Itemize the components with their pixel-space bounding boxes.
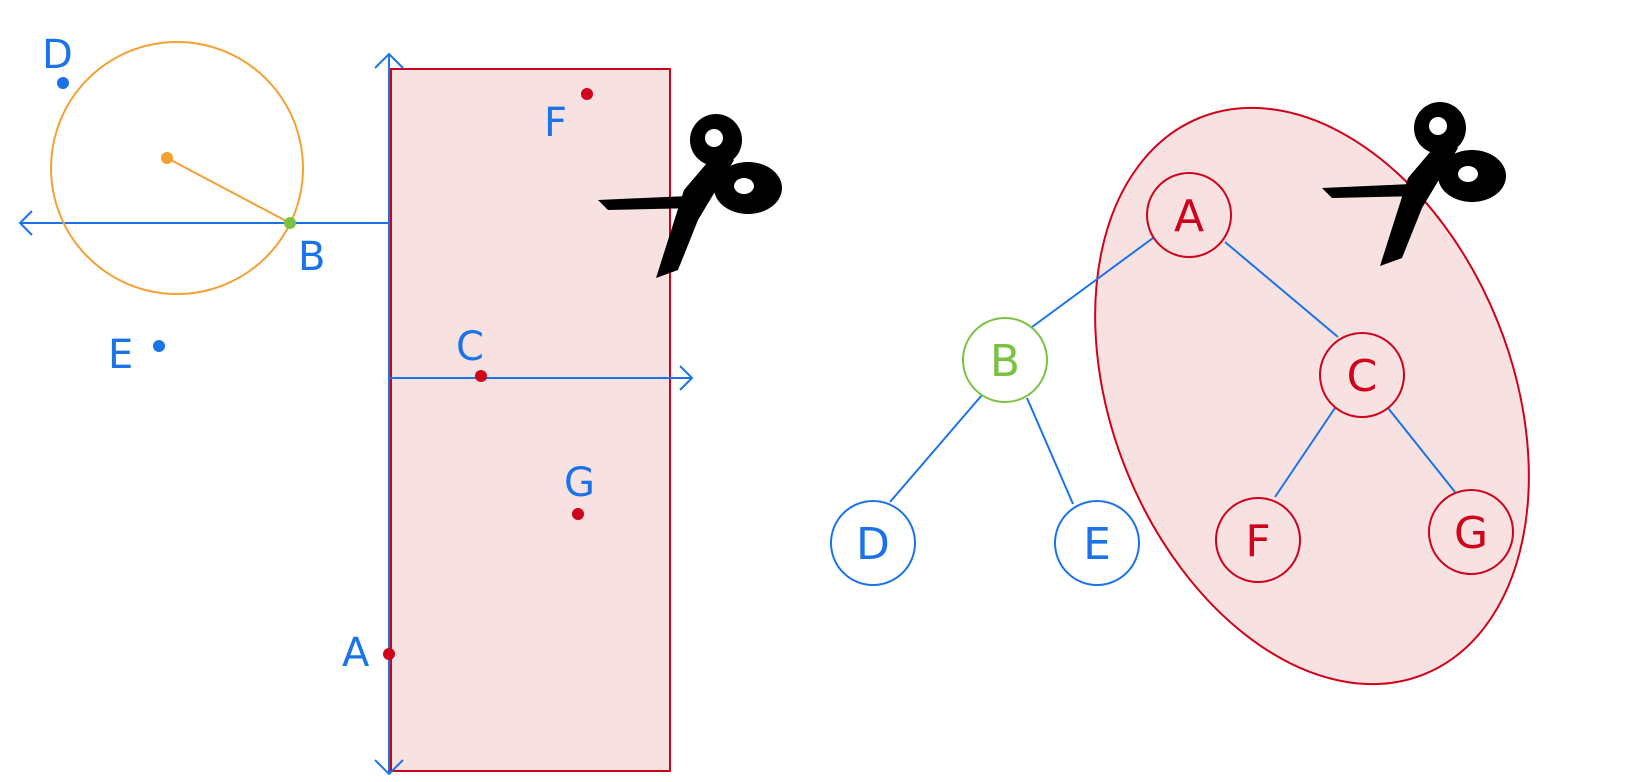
point-E — [153, 340, 165, 352]
label-point-C: C — [456, 324, 484, 370]
node-D — [830, 500, 916, 586]
node-label-A: A — [1174, 191, 1204, 242]
right-arrow — [679, 365, 694, 391]
edge-C-G — [1387, 407, 1456, 493]
label-point-D: D — [42, 32, 73, 78]
edge-B-D — [889, 394, 983, 503]
node-label-G: G — [1454, 508, 1488, 559]
down-arrow — [374, 759, 404, 776]
node-label-B: B — [990, 336, 1020, 387]
label-point-G: G — [564, 460, 595, 506]
node-E — [1054, 500, 1140, 586]
point-F — [581, 88, 593, 100]
edge-C-F — [1274, 407, 1336, 498]
node-label-E: E — [1083, 519, 1111, 570]
edge-A-B — [1031, 237, 1154, 328]
node-C — [1319, 332, 1405, 418]
point-B — [284, 217, 296, 229]
node-A — [1146, 172, 1232, 258]
radius-segment — [166, 157, 291, 224]
point-D — [57, 77, 69, 89]
shaded-half-plane — [390, 68, 671, 772]
left-arrow — [18, 210, 33, 236]
point-C — [475, 370, 487, 382]
node-B — [962, 317, 1048, 403]
point-G — [572, 508, 584, 520]
node-label-C: C — [1347, 351, 1378, 402]
label-point-F: F — [544, 100, 567, 146]
label-point-B: B — [298, 234, 325, 280]
shaded-subtree-region — [1094, 106, 1530, 686]
edge-A-C — [1224, 241, 1339, 338]
node-label-D: D — [856, 519, 890, 570]
label-point-E: E — [108, 332, 133, 378]
node-G — [1428, 489, 1514, 575]
label-point-A: A — [342, 630, 370, 676]
circle-center — [161, 152, 173, 164]
up-arrow — [374, 52, 404, 69]
orange-circle — [50, 41, 304, 295]
node-label-F: F — [1245, 516, 1270, 567]
node-F — [1215, 497, 1301, 583]
edge-B-E — [1026, 397, 1074, 505]
point-A — [383, 648, 395, 660]
